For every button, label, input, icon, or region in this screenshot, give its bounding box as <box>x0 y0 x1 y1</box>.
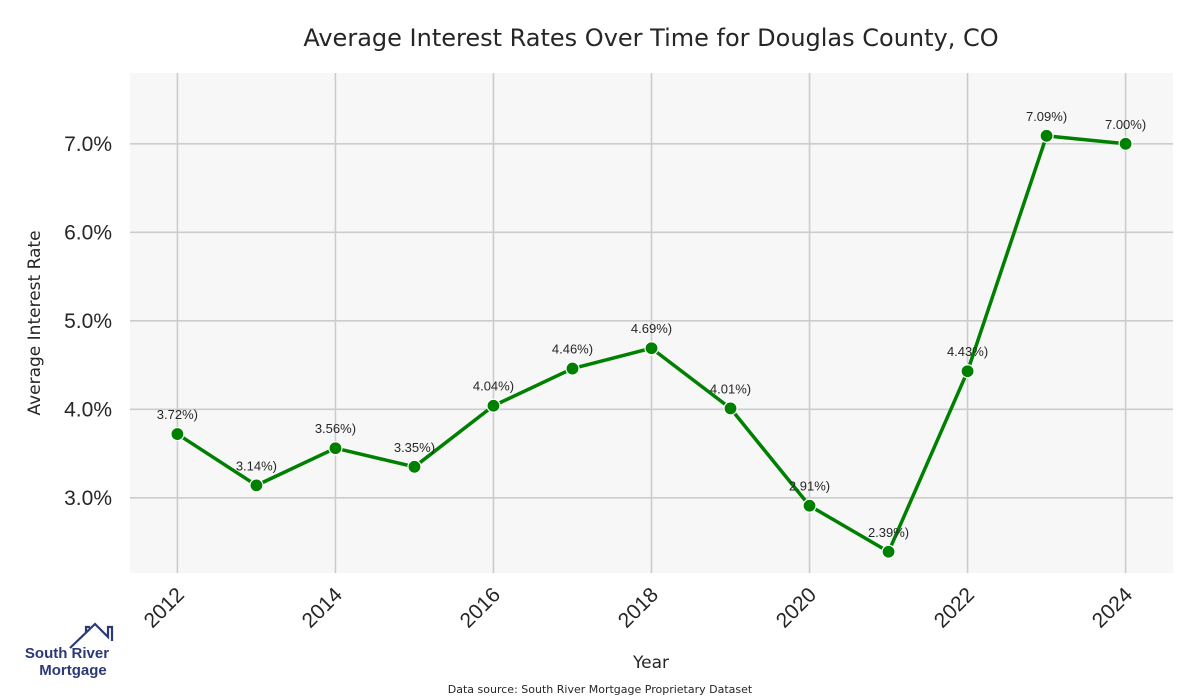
data-label: 7.09%) <box>1026 109 1067 124</box>
data-label: 3.35%) <box>394 440 435 455</box>
y-tick-label: 6.0% <box>64 221 112 244</box>
data-points: 3.72%) 3.14%) 3.56%) 3.35%) 4.04%) 4.46%) 4.69… <box>157 109 1146 559</box>
data-point <box>644 341 659 356</box>
x-axis-ticks: 2012 2014 2016 2018 2020 2022 2024 <box>140 583 1138 633</box>
data-label: 4.69%) <box>631 321 672 336</box>
source-note: Data source: South River Mortgage Propri… <box>448 683 753 696</box>
data-point <box>170 426 185 442</box>
data-label: 4.04%) <box>473 379 514 394</box>
data-point <box>486 398 501 413</box>
data-label: 7.00%) <box>1105 117 1146 132</box>
data-point <box>565 361 580 376</box>
data-point <box>960 364 975 379</box>
data-point <box>1039 128 1054 143</box>
x-tick-label: 2016 <box>456 583 505 632</box>
x-tick-label: 2020 <box>772 583 821 632</box>
x-tick-label: 2014 <box>298 583 348 633</box>
logo-line-1: South River <box>25 645 109 662</box>
data-point <box>328 441 343 456</box>
data-label: 2.39%) <box>868 525 909 540</box>
y-tick-label: 7.0% <box>64 133 112 156</box>
data-label: 4.01%) <box>710 381 751 396</box>
data-point <box>407 459 422 474</box>
data-label: 4.46%) <box>552 342 593 357</box>
x-tick-label: 2022 <box>930 583 979 632</box>
data-label: 3.14%) <box>236 458 277 473</box>
data-label: 3.72%) <box>157 407 198 422</box>
x-tick-label: 2012 <box>140 583 189 632</box>
data-point <box>723 401 738 416</box>
data-point <box>802 498 817 513</box>
chart-title: Average Interest Rates Over Time for Dou… <box>303 24 998 52</box>
data-label: 2.91%) <box>789 479 830 494</box>
data-point <box>881 544 896 559</box>
logo-line-2: Mortgage <box>39 662 107 679</box>
y-tick-label: 3.0% <box>64 487 112 510</box>
x-axis-label: Year <box>632 653 669 673</box>
x-tick-label: 2018 <box>614 583 663 632</box>
y-tick-label: 4.0% <box>64 398 112 421</box>
y-tick-label: 5.0% <box>64 310 112 333</box>
grid-lines <box>130 73 1173 573</box>
logo: South River Mortgage <box>25 622 114 679</box>
y-axis-label: Average Interest Rate <box>25 230 45 415</box>
data-point <box>1118 136 1133 151</box>
data-label: 3.56%) <box>315 421 356 436</box>
data-label: 4.43%) <box>947 344 988 359</box>
data-point <box>249 478 264 493</box>
x-tick-label: 2024 <box>1088 583 1138 633</box>
y-axis-ticks: 3.0% 4.0% 5.0% 6.0% 7.0% <box>64 133 112 510</box>
house-roof-icon <box>69 622 114 649</box>
